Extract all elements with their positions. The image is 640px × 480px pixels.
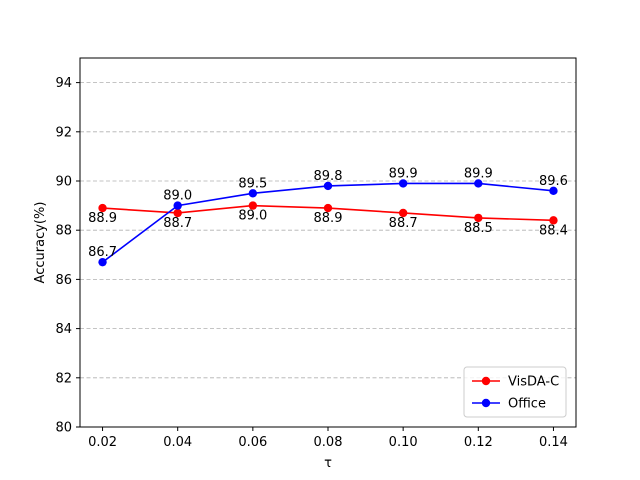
x-axis-ticks: 0.02 0.04 0.06 0.08 0.10 0.12 0.14 [88,427,568,450]
legend-label: Office [508,397,546,412]
x-tick-label: 0.12 [464,435,493,450]
data-label: 88.7 [389,216,418,231]
x-tick-label: 0.06 [238,435,267,450]
data-point [474,213,483,223]
legend-entry: VisDA-C [472,375,559,390]
data-point [549,216,558,225]
data-label: 88.5 [464,221,493,236]
y-tick-label: 82 [55,371,72,386]
data-label: 86.7 [88,245,117,260]
data-label: 89.0 [163,189,192,204]
data-label: 88.4 [539,223,568,238]
y-tick-label: 92 [55,125,72,140]
data-label: 88.7 [163,216,192,231]
y-tick-label: 94 [55,76,72,91]
y-axis-label: Accuracy(%) [33,202,48,284]
data-label: 88.9 [314,211,343,226]
y-tick-label: 88 [55,224,72,239]
data-point [173,208,182,218]
data-point [474,179,483,188]
data-label: 89.0 [238,209,267,224]
data-point [398,179,408,188]
x-tick-label: 0.10 [389,435,418,450]
series-layer [98,179,558,267]
x-tick-label: 0.14 [539,435,568,450]
data-point [549,186,558,196]
y-axis-ticks: 80 82 84 86 88 90 92 94 [55,76,80,436]
data-labels: 88.9 88.7 89.0 88.9 88.7 88.5 88.4 86.7 89.0 89.5… [88,166,568,260]
data-label: 89.8 [314,169,343,184]
data-point [323,203,333,213]
data-point [98,257,107,267]
legend-entry: Office [472,397,546,412]
y-tick-label: 90 [55,175,72,190]
x-tick-label: 0.08 [314,435,343,450]
data-point [323,181,333,191]
legend-marker [481,398,491,408]
data-point [398,208,408,218]
y-tick-label: 80 [55,421,72,436]
x-tick-label: 0.02 [88,435,117,450]
data-point [248,189,258,198]
data-label: 89.9 [464,166,493,181]
legend-label: VisDA-C [508,375,559,390]
data-point [98,203,107,213]
y-tick-label: 86 [55,273,72,288]
grid-lines [80,82,576,379]
data-point [248,201,258,210]
data-label: 89.6 [539,174,568,189]
legend-marker [481,376,491,386]
y-tick-label: 84 [55,322,72,337]
legend: VisDA-C Office [463,366,567,418]
data-label: 89.5 [238,176,267,191]
x-axis-label: τ [324,456,332,471]
data-label: 88.9 [88,211,117,226]
data-label: 89.9 [389,166,418,181]
data-point [173,201,182,210]
x-tick-label: 0.04 [163,435,192,450]
